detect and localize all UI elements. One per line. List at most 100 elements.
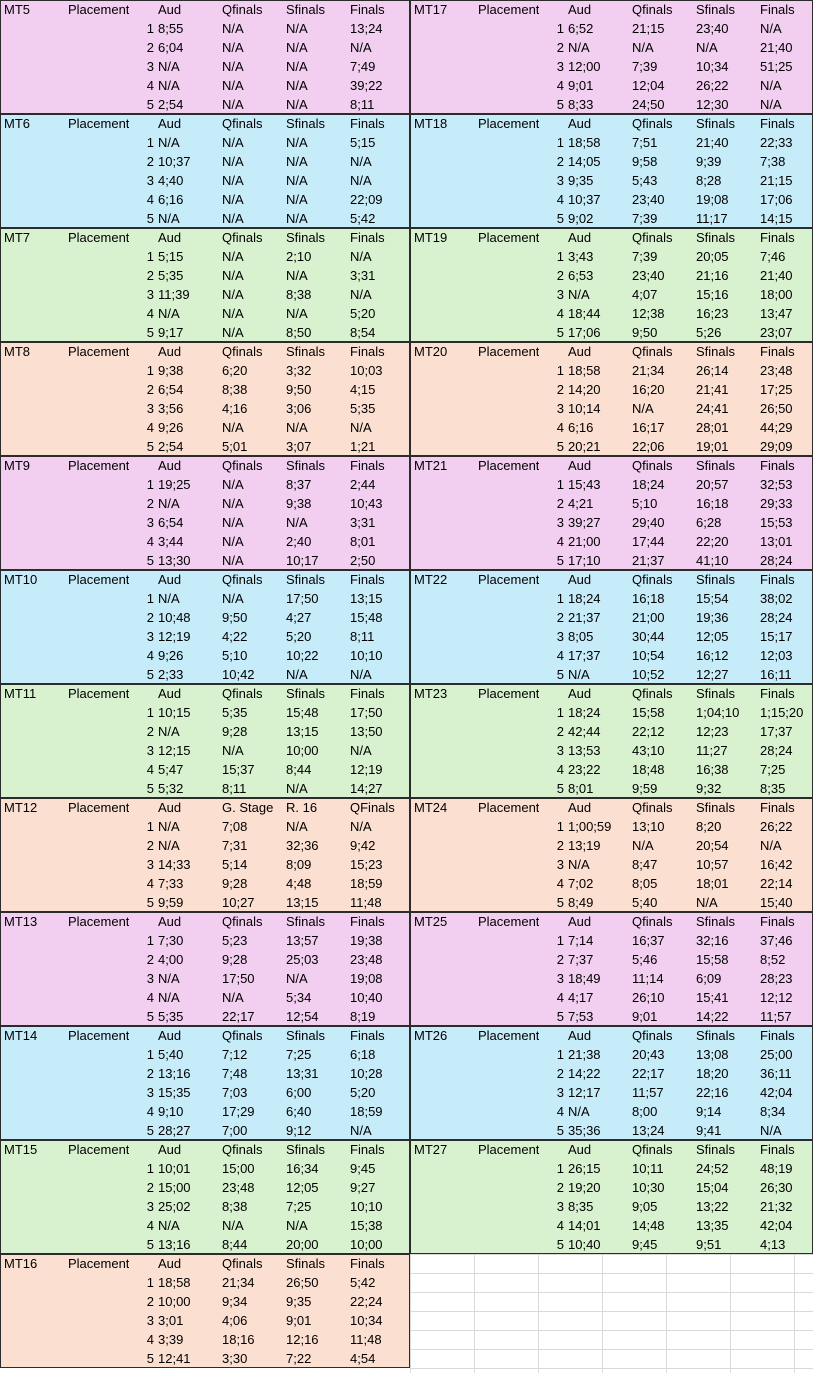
column-header[interactable]: Sfinals [286,1028,326,1043]
placement-rank[interactable]: 2 [556,40,564,55]
time-cell[interactable]: 17;50 [222,971,255,986]
time-cell[interactable]: 18;44 [568,306,601,321]
column-header[interactable]: Sfinals [286,1142,326,1157]
time-cell[interactable]: 5;42 [350,1275,376,1290]
time-cell[interactable]: 8;55 [158,21,184,36]
time-cell[interactable]: N/A [158,819,180,834]
time-cell[interactable]: 8;11 [350,97,375,112]
block-title[interactable]: MT8 [4,344,30,359]
time-cell[interactable]: 7;22 [286,1351,312,1366]
time-cell[interactable]: 4;07 [632,287,658,302]
placement-rank[interactable]: 4 [556,648,564,663]
time-cell[interactable]: 32;53 [760,477,793,492]
column-header[interactable]: Placement [68,1028,130,1043]
time-cell[interactable]: 13;24 [632,1123,665,1138]
column-header[interactable]: Aud [568,1142,592,1157]
time-cell[interactable]: 11;48 [350,1332,382,1347]
time-cell[interactable]: 6;09 [696,971,722,986]
time-cell[interactable]: N/A [222,496,244,511]
time-cell[interactable]: N/A [158,1218,180,1233]
time-cell[interactable]: 9;26 [158,420,184,435]
time-cell[interactable]: 9;14 [696,1104,722,1119]
time-cell[interactable]: N/A [286,971,308,986]
time-cell[interactable]: 10;01 [158,1161,191,1176]
time-cell[interactable]: 21;00 [632,610,665,625]
time-cell[interactable]: 22;33 [760,135,793,150]
time-cell[interactable]: 4;17 [568,990,594,1005]
time-cell[interactable]: 22;09 [350,192,383,207]
time-cell[interactable]: 19;01 [696,439,729,454]
placement-rank[interactable]: 3 [146,59,154,74]
placement-rank[interactable]: 5 [556,1009,564,1024]
time-cell[interactable]: 48;19 [760,1161,793,1176]
column-header[interactable]: Finals [350,914,385,929]
time-cell[interactable]: 12;16 [286,1332,319,1347]
time-cell[interactable]: 9;10 [158,1104,184,1119]
time-cell[interactable]: N/A [158,78,180,93]
time-cell[interactable]: 8;11 [350,629,375,644]
placement-rank[interactable]: 5 [146,1009,154,1024]
column-header[interactable]: Aud [568,2,592,17]
placement-rank[interactable]: 3 [556,629,564,644]
placement-rank[interactable]: 4 [556,78,564,93]
placement-rank[interactable]: 5 [556,1123,564,1138]
block-title[interactable]: MT17 [414,2,448,17]
time-cell[interactable]: N/A [760,838,782,853]
time-cell[interactable]: N/A [222,553,244,568]
time-cell[interactable]: 21;34 [222,1275,255,1290]
column-header[interactable]: QFinals [350,800,395,815]
time-cell[interactable]: 7;25 [760,762,786,777]
time-cell[interactable]: 15;23 [350,857,383,872]
time-cell[interactable]: 23;40 [696,21,729,36]
column-header[interactable]: Aud [158,572,182,587]
time-cell[interactable]: 44;29 [760,420,793,435]
time-cell[interactable]: 9;59 [158,895,184,910]
time-cell[interactable]: 3;43 [568,249,594,264]
time-cell[interactable]: 17;25 [760,382,793,397]
time-cell[interactable]: 13;53 [568,743,601,758]
column-header[interactable]: Finals [350,1142,385,1157]
column-header[interactable]: Qfinals [222,686,263,701]
column-header[interactable]: Placement [68,116,130,131]
time-cell[interactable]: N/A [568,857,590,872]
time-cell[interactable]: 39;27 [568,515,601,530]
placement-rank[interactable]: 2 [556,1066,564,1081]
block-title[interactable]: MT16 [4,1256,38,1271]
placement-rank[interactable]: 1 [146,477,154,492]
time-cell[interactable]: N/A [158,971,180,986]
time-cell[interactable]: N/A [286,1218,308,1233]
empty-cell-grid[interactable] [410,1254,813,1373]
time-cell[interactable]: 4;22 [222,629,248,644]
time-cell[interactable]: 10;34 [696,59,729,74]
time-cell[interactable]: N/A [158,591,180,606]
placement-rank[interactable]: 2 [146,268,154,283]
time-cell[interactable]: 9;01 [568,78,594,93]
time-cell[interactable]: 11;14 [632,971,664,986]
time-cell[interactable]: N/A [158,306,180,321]
time-cell[interactable]: 23;40 [632,268,665,283]
time-cell[interactable]: 22;14 [760,876,793,891]
time-cell[interactable]: 9;45 [632,1237,658,1252]
time-cell[interactable]: 23;48 [350,952,383,967]
column-header[interactable]: Aud [158,686,182,701]
time-cell[interactable]: 9;45 [350,1161,376,1176]
time-cell[interactable]: 13;22 [696,1199,729,1214]
time-cell[interactable]: N/A [696,40,718,55]
placement-rank[interactable]: 3 [556,515,564,530]
time-cell[interactable]: 29;09 [760,439,793,454]
placement-rank[interactable]: 1 [146,21,154,36]
time-cell[interactable]: 9;12 [286,1123,312,1138]
time-cell[interactable]: 16;18 [632,591,665,606]
time-cell[interactable]: 19;36 [696,610,729,625]
time-cell[interactable]: 16;18 [696,496,729,511]
placement-rank[interactable]: 5 [146,1351,154,1366]
time-cell[interactable]: N/A [286,135,308,150]
column-header[interactable]: Sfinals [286,1256,326,1271]
time-cell[interactable]: 3;56 [158,401,184,416]
column-header[interactable]: Sfinals [696,800,736,815]
column-header[interactable]: Aud [158,458,182,473]
time-cell[interactable]: 7;12 [222,1047,248,1062]
time-cell[interactable]: 18;01 [696,876,729,891]
time-cell[interactable]: 16;20 [632,382,665,397]
time-cell[interactable]: 9;28 [222,952,248,967]
